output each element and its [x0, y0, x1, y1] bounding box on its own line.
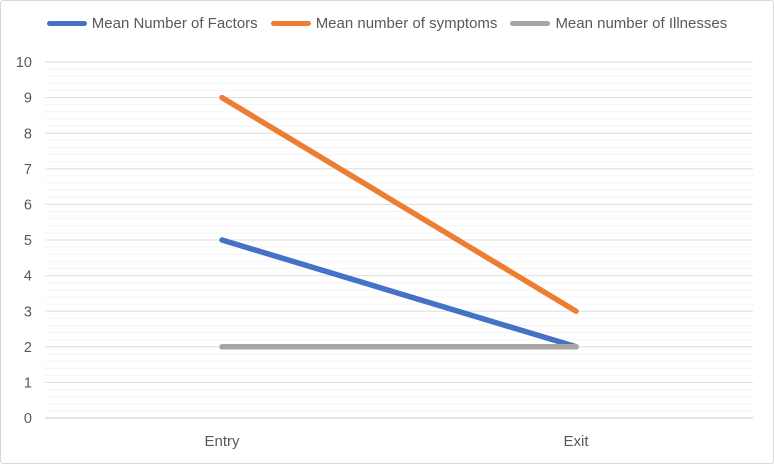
y-tick-label: 10 [16, 55, 32, 71]
chart-legend: Mean Number of Factors Mean number of sym… [1, 15, 773, 32]
y-tick-label: 9 [24, 91, 32, 107]
y-tick-label: 6 [24, 197, 32, 213]
legend-label: Mean number of Illnesses [555, 15, 728, 32]
legend-line-marker [510, 21, 551, 26]
legend-label: Mean Number of Factors [91, 15, 258, 32]
y-tick-label: 7 [24, 162, 32, 178]
y-tick-label: 8 [24, 126, 32, 142]
legend-item: Mean number of symptoms [270, 15, 498, 32]
series-line-mean-number-of-symptoms [219, 94, 579, 314]
y-tick-label: 4 [24, 269, 32, 285]
x-category-label: Entry [204, 433, 240, 450]
x-category-label: Exit [563, 433, 589, 450]
y-tick-label: 2 [24, 340, 32, 356]
y-tick-label: 0 [24, 411, 32, 427]
legend-label: Mean number of symptoms [315, 15, 498, 32]
legend-item: Mean number of Illnesses [510, 15, 727, 32]
y-tick-label: 5 [24, 233, 32, 249]
y-tick-label: 3 [24, 304, 32, 320]
legend-line-marker [46, 21, 87, 26]
series-line-mean-number-of-factors [219, 237, 579, 350]
legend-item: Mean Number of Factors [46, 15, 258, 32]
legend-line-marker [270, 21, 311, 26]
y-tick-label: 1 [24, 375, 32, 391]
